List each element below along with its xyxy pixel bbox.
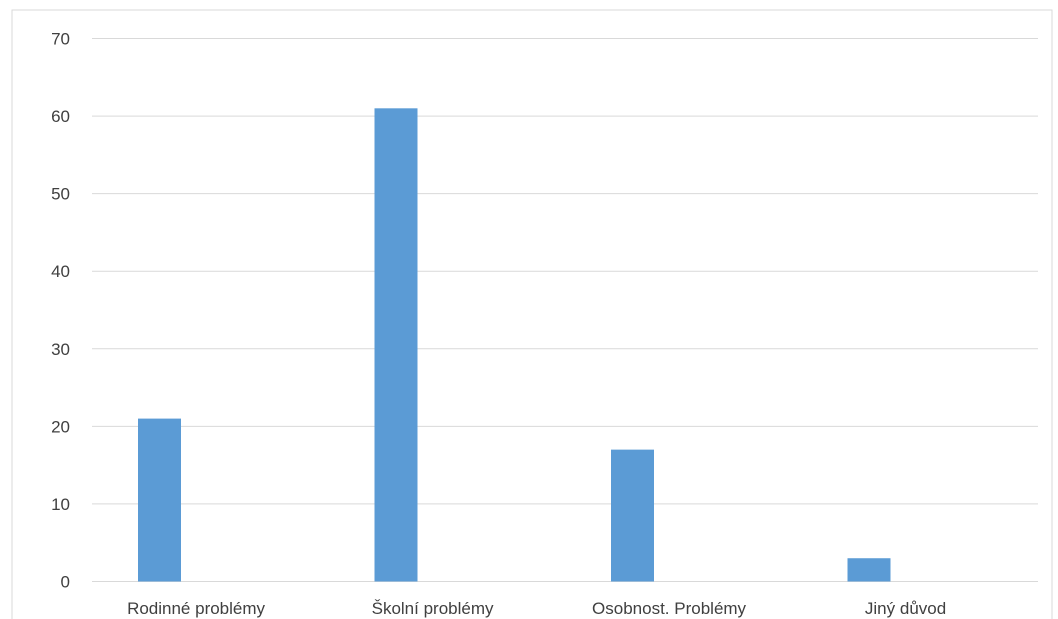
gridlines	[92, 38, 1038, 582]
y-tick-label: 50	[51, 185, 70, 204]
y-tick-label: 60	[51, 107, 70, 126]
bars	[138, 108, 891, 582]
y-tick-label: 0	[61, 573, 70, 592]
chart-border	[11, 9, 1053, 619]
category-label: Rodinné problémy	[127, 599, 265, 618]
bar	[374, 108, 418, 582]
x-axis-category-labels: Rodinné problémy Školní problémy Osobnost.…	[127, 599, 946, 618]
y-tick-label: 30	[51, 340, 70, 359]
y-tick-label: 40	[51, 262, 70, 281]
y-tick-label: 10	[51, 495, 70, 514]
bar	[611, 449, 654, 582]
y-axis-tick-labels: 0 10 20 30 40 50 60 70	[51, 30, 70, 592]
y-tick-label: 20	[51, 417, 70, 436]
bar	[847, 558, 891, 582]
bar	[138, 418, 181, 582]
category-label: Školní problémy	[372, 599, 494, 618]
category-label: Jiný důvod	[865, 599, 946, 618]
category-label: Osobnost. Problémy	[592, 599, 747, 618]
y-tick-label: 70	[51, 30, 70, 49]
